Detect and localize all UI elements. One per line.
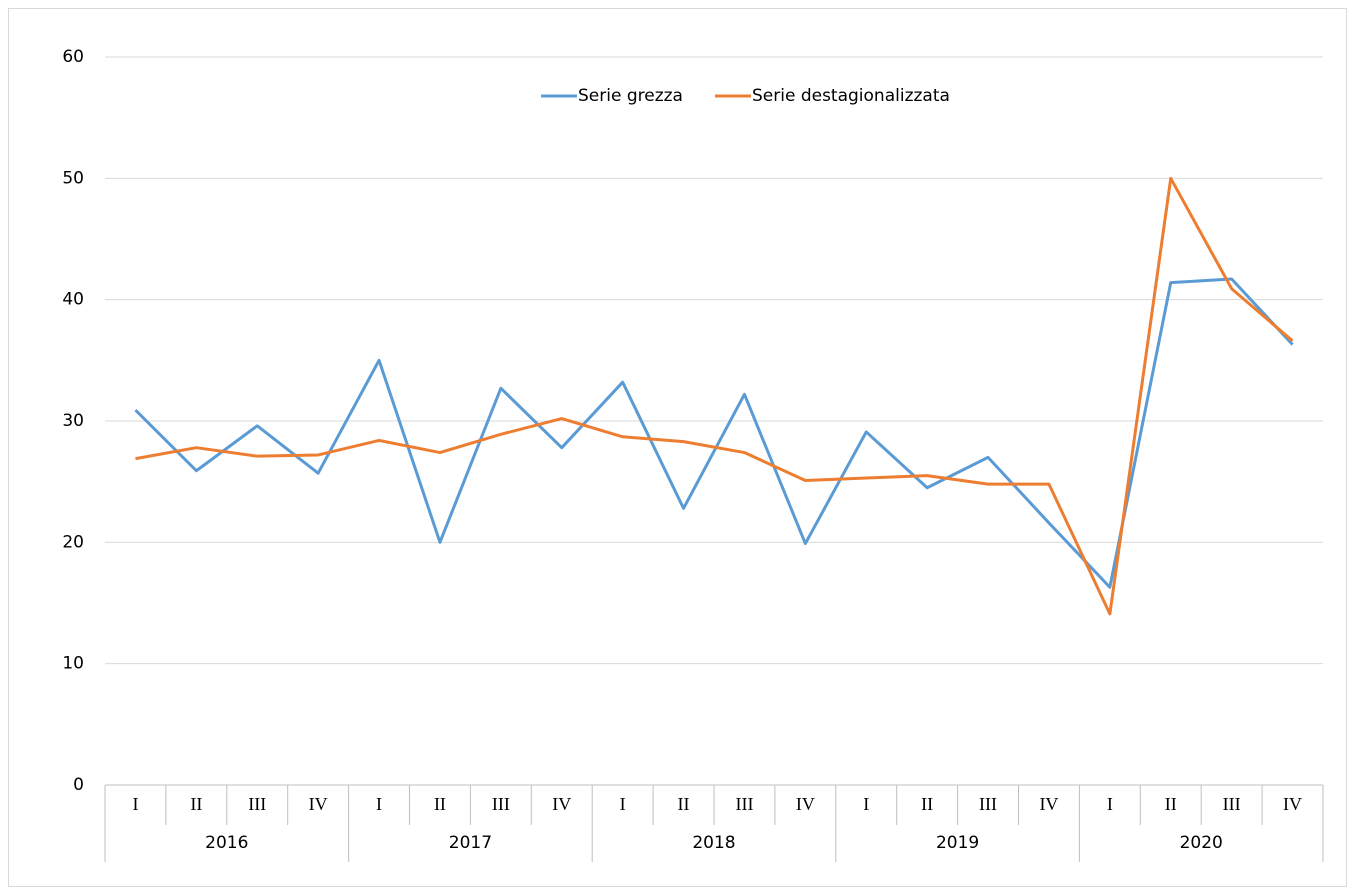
- y-tick-label: 0: [73, 775, 84, 795]
- x-tick-label: II: [1165, 794, 1177, 814]
- x-tick-label: I: [1107, 794, 1113, 814]
- x-tick-label: I: [132, 794, 138, 814]
- x-tick-label: IV: [1283, 794, 1302, 814]
- y-tick-label: 10: [62, 654, 84, 674]
- x-tick-label: II: [678, 794, 690, 814]
- chart-border: [8, 8, 1347, 887]
- legend-label: Serie grezza: [578, 86, 683, 106]
- x-tick-label: III: [248, 794, 266, 814]
- x-tick-label: I: [620, 794, 626, 814]
- x-tick-label: III: [492, 794, 510, 814]
- y-tick-label: 30: [62, 411, 84, 431]
- y-tick-label: 20: [62, 532, 84, 552]
- y-tick-label: 60: [62, 47, 84, 67]
- x-group-label: 2016: [205, 833, 248, 853]
- x-group-label: 2020: [1180, 833, 1223, 853]
- x-tick-label: IV: [796, 794, 815, 814]
- x-tick-label: I: [863, 794, 869, 814]
- series-line: [134, 277, 1294, 589]
- x-tick-label: I: [376, 794, 382, 814]
- x-group-label: 2017: [449, 833, 492, 853]
- y-tick-label: 40: [62, 290, 84, 310]
- x-tick-label: III: [979, 794, 997, 814]
- x-tick-label: IV: [309, 794, 328, 814]
- x-tick-label: II: [190, 794, 202, 814]
- x-tick-label: III: [1223, 794, 1241, 814]
- x-tick-label: II: [921, 794, 933, 814]
- y-tick-label: 50: [62, 168, 84, 188]
- x-group-label: 2019: [936, 833, 979, 853]
- x-group-label: 2018: [692, 833, 735, 853]
- x-tick-label: II: [434, 794, 446, 814]
- legend-label: Serie destagionalizzata: [752, 86, 950, 106]
- x-tick-label: III: [735, 794, 753, 814]
- x-tick-label: IV: [1039, 794, 1058, 814]
- series-line: [135, 176, 1294, 616]
- x-tick-label: IV: [552, 794, 571, 814]
